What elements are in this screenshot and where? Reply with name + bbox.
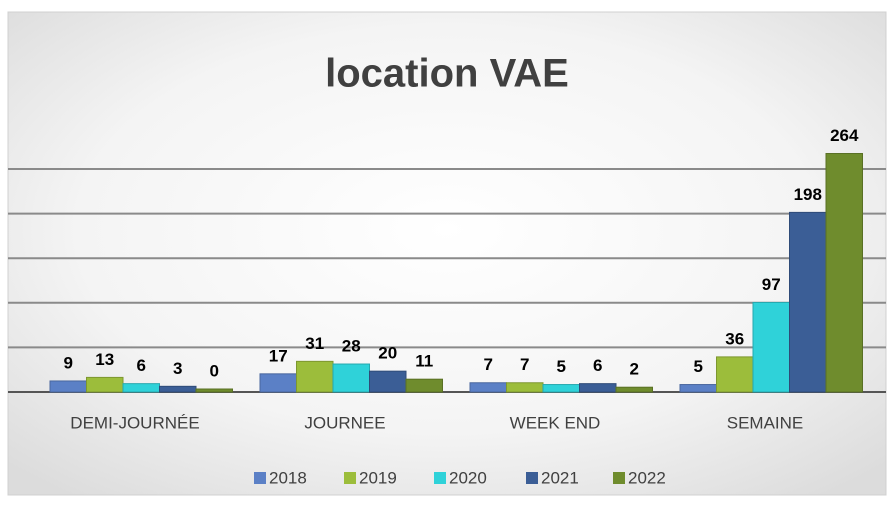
data-label: 5 (694, 357, 703, 376)
data-label: 13 (95, 350, 114, 369)
bar (752, 301, 790, 393)
data-label: 2 (630, 360, 639, 379)
data-label: 264 (830, 126, 859, 145)
bar (159, 385, 197, 393)
legend-swatch (526, 472, 538, 484)
data-label: 28 (342, 337, 361, 356)
bar (506, 382, 544, 393)
bar (195, 388, 233, 393)
legend-label: 2019 (359, 468, 397, 487)
data-label: 7 (520, 355, 529, 374)
data-label: 31 (305, 334, 324, 353)
legend-label: 2021 (541, 468, 579, 487)
data-label: 36 (725, 329, 744, 348)
data-label: 6 (593, 356, 602, 375)
data-label: 0 (210, 361, 219, 380)
bar (296, 360, 334, 393)
legend-swatch (344, 472, 356, 484)
data-label: 9 (64, 353, 73, 372)
legend-swatch (613, 472, 625, 484)
bar (579, 383, 617, 393)
bar (789, 211, 827, 393)
legend-swatch (434, 472, 446, 484)
bar (122, 383, 160, 393)
bar (259, 373, 297, 393)
bar (332, 363, 370, 393)
bar (86, 376, 124, 393)
x-tick-label: SEMAINE (727, 413, 804, 432)
data-label: 5 (557, 357, 566, 376)
legend-label: 2020 (449, 468, 487, 487)
legend-swatch (254, 472, 266, 484)
bar (469, 382, 507, 393)
bar (542, 384, 580, 393)
bar (405, 378, 443, 393)
bar (369, 370, 407, 393)
data-label: 7 (484, 355, 493, 374)
x-tick-label: JOURNEE (304, 413, 385, 432)
legend-label: 2022 (628, 468, 666, 487)
bar (49, 380, 87, 393)
bar (825, 153, 863, 393)
x-tick-label: WEEK END (510, 413, 601, 432)
data-label: 3 (173, 359, 182, 378)
bar (615, 386, 653, 393)
bar (716, 356, 754, 393)
data-label: 198 (794, 185, 822, 204)
data-label: 11 (415, 352, 433, 371)
data-label: 20 (378, 344, 397, 363)
chart-title: location VAE (325, 52, 569, 96)
data-label: 17 (269, 346, 288, 365)
x-tick-label: DEMI-JOURNÉE (70, 413, 199, 432)
bar (679, 384, 717, 393)
legend-label: 2018 (269, 468, 307, 487)
data-label: 6 (137, 356, 146, 375)
data-label: 97 (762, 275, 781, 294)
chart-area (7, 11, 887, 496)
